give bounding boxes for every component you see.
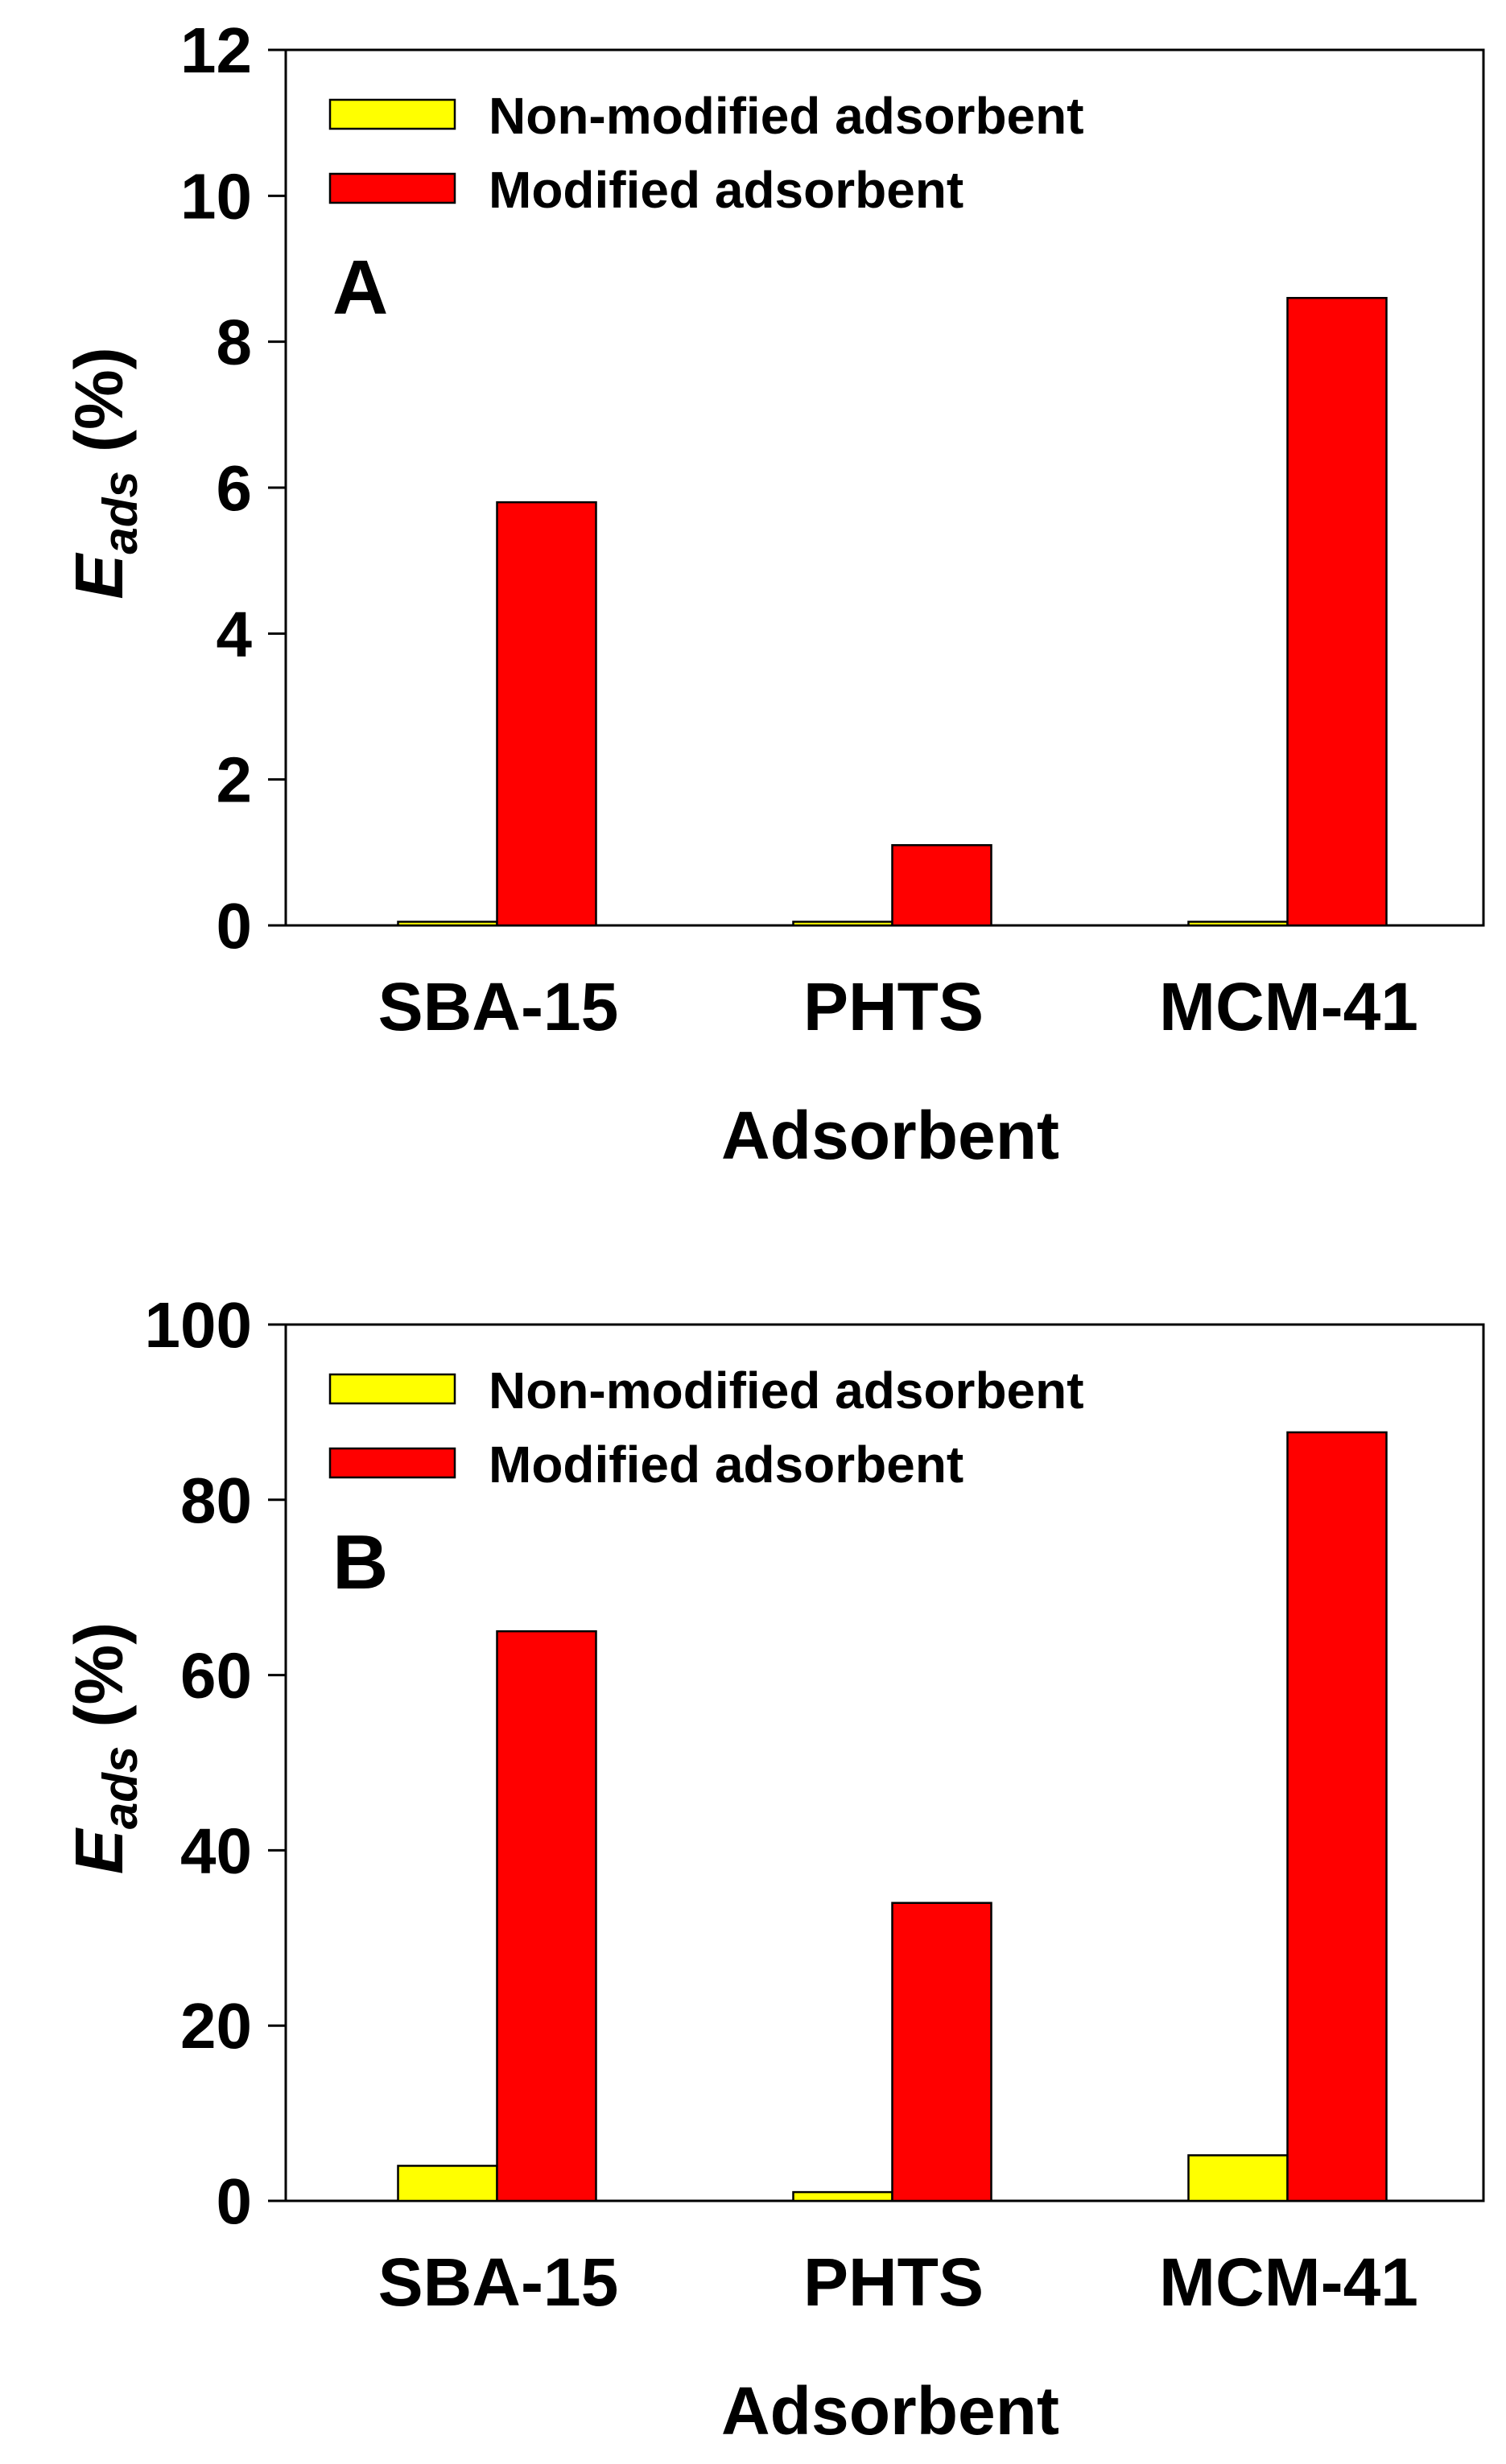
y-tick-label: 6 (217, 452, 253, 524)
legend-label: Non-modified adsorbent (489, 87, 1084, 145)
x-category-label: SBA-15 (378, 969, 619, 1045)
legend-swatch-modified (328, 1447, 456, 1479)
bar-modified-sba-15 (496, 501, 597, 927)
bar-non-modified-phts (792, 921, 893, 927)
x-axis-title: Adsorbent (721, 1098, 1059, 1173)
chart-panel-a: 0 2 4 6 8 10 12 SBA-15 PHTS MCM-41 Adsorbent Eads (… (61, 14, 1485, 1173)
bar-non-modified-phts (792, 2190, 893, 2202)
panel-letter: B (332, 1519, 388, 1605)
bar-non-modified-mcm-41 (1187, 921, 1289, 927)
bar-non-modified-sba-15 (397, 921, 498, 927)
legend-swatch-non-modified (328, 1373, 456, 1405)
y-tick-label: 80 (180, 1465, 252, 1536)
bar-non-modified-sba-15 (397, 2165, 498, 2202)
legend-label: Modified adsorbent (489, 161, 963, 219)
bar-modified-sba-15 (496, 1630, 597, 2202)
y-tick-label: 60 (180, 1640, 252, 1712)
panel-letter: A (332, 245, 388, 331)
y-tick-label: 20 (180, 1990, 252, 2062)
legend-label: Modified adsorbent (489, 1436, 963, 1494)
x-category-label: SBA-15 (378, 2244, 619, 2320)
y-tick-label: 0 (217, 2165, 253, 2237)
x-category-label: MCM-41 (1159, 2244, 1418, 2320)
y-axis-title: Eads (%) (61, 347, 147, 599)
x-axis-title: Adsorbent (721, 2373, 1059, 2449)
bar-modified-phts (891, 844, 992, 927)
y-tick-label: 2 (217, 744, 253, 816)
bar-modified-mcm-41 (1286, 297, 1388, 927)
y-tick-label: 12 (180, 14, 252, 86)
chart-panel-b: 0 20 40 60 80 100 SBA-15 PHTS MCM-41 Adsorbent Ead… (61, 1289, 1485, 2449)
legend-swatch-non-modified (328, 98, 456, 130)
y-tick-label: 10 (180, 160, 252, 232)
bar-non-modified-mcm-41 (1187, 2154, 1289, 2202)
y-tick-label: 100 (145, 1289, 252, 1361)
y-tick-label: 4 (217, 598, 253, 670)
legend-swatch-modified (328, 172, 456, 204)
y-axis-title: Eads (%) (61, 1622, 147, 1874)
bar-modified-mcm-41 (1286, 1431, 1388, 2202)
x-category-label: MCM-41 (1159, 969, 1418, 1045)
bar-modified-phts (891, 1902, 992, 2202)
y-tick-label: 40 (180, 1815, 252, 1886)
legend-label: Non-modified adsorbent (489, 1362, 1084, 1419)
x-category-label: PHTS (803, 2244, 984, 2320)
y-tick-label: 8 (217, 307, 253, 378)
y-tick-label: 0 (217, 890, 253, 962)
x-category-label: PHTS (803, 969, 984, 1045)
